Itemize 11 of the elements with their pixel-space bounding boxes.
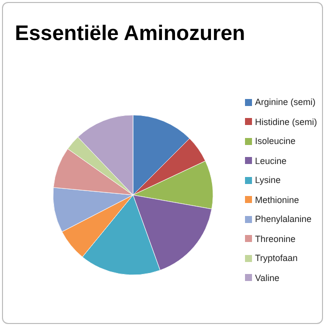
legend-label: Valine <box>254 272 280 283</box>
legend-label: Phenylalanine <box>254 214 312 224</box>
legend-label: Arginine (semi) <box>254 97 316 108</box>
legend-label: Histidine (semi) <box>254 116 317 127</box>
legend-label: Tryptofaan <box>254 253 298 264</box>
legend-label: Lysine <box>254 175 281 186</box>
legend-label: Leucine <box>254 156 287 166</box>
legend-label: Methionine <box>254 194 300 205</box>
chart-title: Essentiële Aminozuren <box>14 22 246 46</box>
legend-label: Isoleucine <box>254 136 296 146</box>
legend-label: Threonine <box>254 234 296 244</box>
